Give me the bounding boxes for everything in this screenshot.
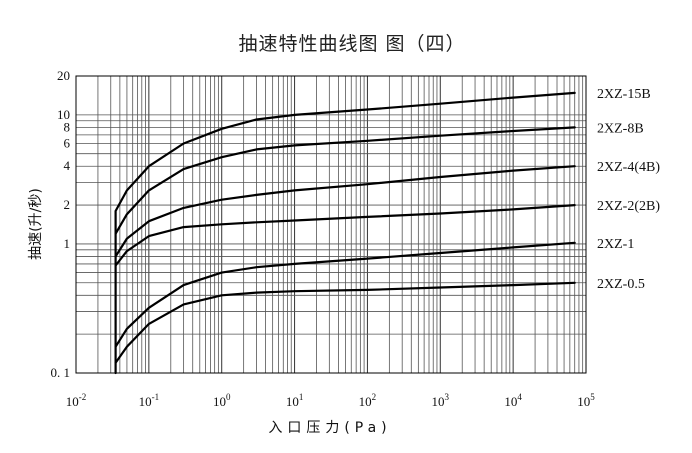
y-tick-label: 4 xyxy=(64,158,71,173)
x-axis-label: 入口压力(Pa) xyxy=(268,420,391,436)
x-tick-label: 104 xyxy=(504,392,522,409)
x-tick-labels: 10-2 10-1 100 101 102 103 104 105 xyxy=(66,392,596,409)
x-tick-label: 10-1 xyxy=(139,392,160,409)
y-tick-label: 1 xyxy=(64,236,71,251)
x-tick-label: 102 xyxy=(359,392,377,409)
y-tick-label: 10 xyxy=(57,107,70,122)
x-tick-label: 10-2 xyxy=(66,392,87,409)
x-tick-label: 100 xyxy=(213,392,231,409)
series-label-5: 2XZ-0.5 xyxy=(597,277,645,292)
series-line-3 xyxy=(114,204,576,267)
y-tick-label: 8 xyxy=(64,119,71,134)
series-label-0: 2XZ-15B xyxy=(597,87,651,102)
series-line-4 xyxy=(114,241,576,348)
series-line-1 xyxy=(114,126,576,235)
plot-frame xyxy=(75,75,587,374)
x-tick-label: 103 xyxy=(432,392,450,409)
series-lines xyxy=(114,91,576,375)
series-label-4: 2XZ-1 xyxy=(597,237,634,252)
y-tick-label: 6 xyxy=(64,135,71,150)
series-label-1: 2XZ-8B xyxy=(597,121,644,136)
series-line-5 xyxy=(114,281,576,364)
x-tick-label: 105 xyxy=(577,392,595,409)
series-line-2 xyxy=(114,165,576,258)
series-label-3: 2XZ-2(2B) xyxy=(597,199,660,214)
chart-title: 抽速特性曲线图 图（四） xyxy=(238,33,465,55)
series-labels: 2XZ-15B 2XZ-8B 2XZ-4(4B) 2XZ-2(2B) 2XZ-1 2XZ-… xyxy=(597,87,660,292)
x-tick-label: 101 xyxy=(286,392,304,409)
y-tick-label: 20 xyxy=(57,68,70,83)
y-tick-label: 0. 1 xyxy=(51,365,71,380)
y-axis-label: 抽速(升/秒) xyxy=(28,188,44,260)
series-label-2: 2XZ-4(4B) xyxy=(597,160,660,175)
grid xyxy=(76,76,586,373)
series-line-0 xyxy=(114,91,576,375)
y-tick-label: 2 xyxy=(64,197,71,212)
